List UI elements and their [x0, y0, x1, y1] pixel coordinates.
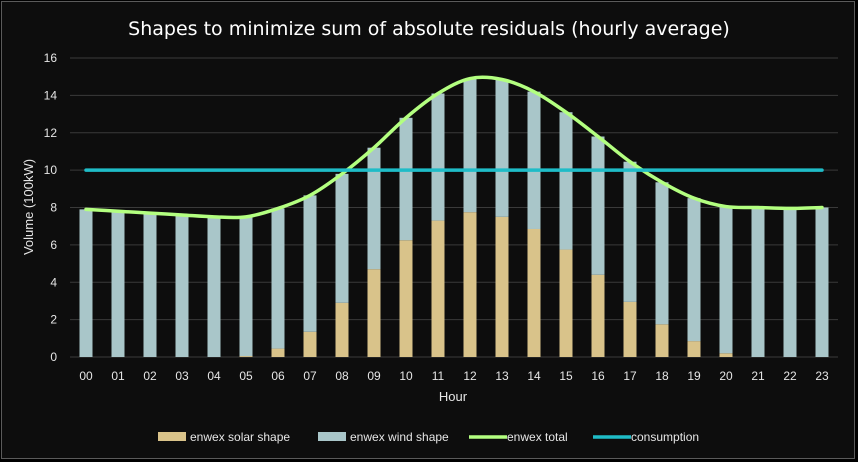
bar-wind-02	[143, 213, 157, 357]
y-tick-label-0: 0	[50, 350, 57, 364]
x-tick-label-13: 13	[495, 369, 509, 383]
x-tick-label-18: 18	[655, 369, 669, 383]
x-tick-label-05: 05	[239, 369, 253, 383]
bar-wind-08	[335, 173, 349, 303]
y-tick-labels: 0 2 4 6 8 10 12 14 16	[44, 51, 58, 364]
y-axis-label: Volume (100kW)	[21, 159, 36, 255]
enwex-total-line	[84, 75, 824, 220]
bar-solar-10	[399, 240, 413, 357]
bar-solar-09	[367, 269, 381, 357]
bar-wind-17	[623, 161, 637, 302]
x-tick-label-03: 03	[175, 369, 189, 383]
x-tick-label-17: 17	[623, 369, 637, 383]
y-tick-label-12: 12	[44, 126, 58, 140]
x-tick-label-12: 12	[463, 369, 477, 383]
bar-wind-16	[591, 136, 605, 275]
bar-solar-16	[591, 274, 605, 357]
bar-wind-06	[271, 208, 285, 349]
bar-wind-14	[527, 91, 541, 229]
legend: enwex solar shape enwex wind shape enwex t…	[158, 430, 699, 444]
legend-enwex-solar-shape-swatch	[158, 432, 186, 441]
bar-wind-15	[559, 112, 573, 250]
x-tick-label-23: 23	[815, 369, 829, 383]
y-tick-label-4: 4	[50, 275, 57, 289]
y-tick-label-6: 6	[50, 238, 57, 252]
legend-enwex-solar-shape-label: enwex solar shape	[190, 430, 290, 444]
bar-wind-04	[207, 216, 221, 357]
bar-solar-11	[431, 220, 445, 357]
y-tick-label-8: 8	[50, 201, 57, 215]
bar-wind-07	[303, 195, 317, 332]
x-tick-label-01: 01	[111, 369, 125, 383]
x-tick-label-02: 02	[143, 369, 157, 383]
bar-wind-23	[815, 207, 829, 357]
x-tick-labels: 00 01 02 03 04 05 06 07 08 09 10 11 12 13 14 15 16 17 18 19…	[79, 369, 829, 383]
series-lines	[84, 75, 824, 220]
bar-wind-12	[463, 78, 477, 213]
bar-solar-06	[271, 348, 285, 357]
x-tick-label-10: 10	[399, 369, 413, 383]
bar-wind-13	[495, 79, 509, 217]
chart-title: Shapes to minimize sum of absolute resid…	[128, 18, 730, 40]
y-tick-label-14: 14	[44, 88, 58, 102]
bar-wind-00	[79, 209, 93, 357]
bar-wind-03	[175, 214, 189, 357]
bar-solar-05	[239, 356, 253, 357]
bar-solar-07	[303, 331, 317, 357]
x-tick-label-21: 21	[751, 369, 765, 383]
x-tick-label-08: 08	[335, 369, 349, 383]
bar-solar-15	[559, 249, 573, 357]
bar-wind-10	[399, 117, 413, 241]
x-tick-label-07: 07	[303, 369, 317, 383]
x-tick-label-14: 14	[527, 369, 541, 383]
x-tick-label-19: 19	[687, 369, 701, 383]
x-tick-label-22: 22	[783, 369, 797, 383]
x-tick-label-15: 15	[559, 369, 573, 383]
bar-wind-01	[111, 211, 125, 357]
bar-wind-21	[751, 207, 765, 357]
bar-wind-11	[431, 93, 445, 221]
y-tick-label-2: 2	[50, 313, 57, 327]
bar-solar-13	[495, 216, 509, 357]
legend-enwex-total-label: enwex total	[507, 430, 568, 444]
bar-solar-20	[719, 353, 733, 357]
x-tick-label-09: 09	[367, 369, 381, 383]
legend-consumption-label: consumption	[631, 430, 699, 444]
x-tick-label-20: 20	[719, 369, 733, 383]
x-tick-label-00: 00	[79, 369, 93, 383]
bar-solar-18	[655, 324, 669, 357]
bar-wind-20	[719, 206, 733, 354]
bar-wind-09	[367, 147, 381, 270]
legend-enwex-wind-shape-label: enwex wind shape	[350, 430, 449, 444]
bar-solar-14	[527, 228, 541, 357]
x-axis-label: Hour	[439, 389, 468, 404]
bar-wind-19	[687, 198, 701, 342]
bar-solar-17	[623, 301, 637, 357]
bar-wind-18	[655, 182, 669, 325]
x-tick-label-04: 04	[207, 369, 221, 383]
x-tick-label-16: 16	[591, 369, 605, 383]
x-tick-label-11: 11	[432, 369, 445, 383]
bar-solar-19	[687, 341, 701, 357]
y-tick-label-16: 16	[44, 51, 58, 65]
bar-wind-22	[783, 208, 797, 357]
legend-enwex-wind-shape-swatch	[318, 432, 346, 441]
bars	[79, 78, 829, 357]
bar-solar-12	[463, 212, 477, 357]
y-tick-label-10: 10	[44, 163, 58, 177]
bar-solar-08	[335, 302, 349, 357]
bar-wind-05	[239, 216, 253, 357]
x-tick-label-06: 06	[271, 369, 285, 383]
